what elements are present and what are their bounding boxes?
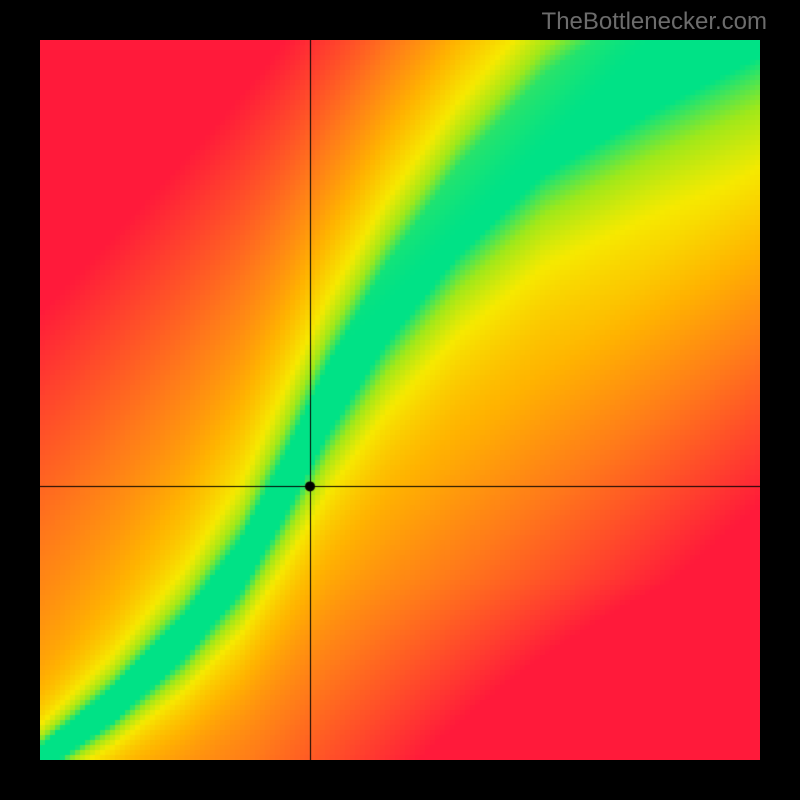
watermark-text: TheBottlenecker.com <box>542 8 767 36</box>
bottleneck-heatmap <box>40 40 760 760</box>
chart-container: TheBottlenecker.com <box>0 0 800 800</box>
